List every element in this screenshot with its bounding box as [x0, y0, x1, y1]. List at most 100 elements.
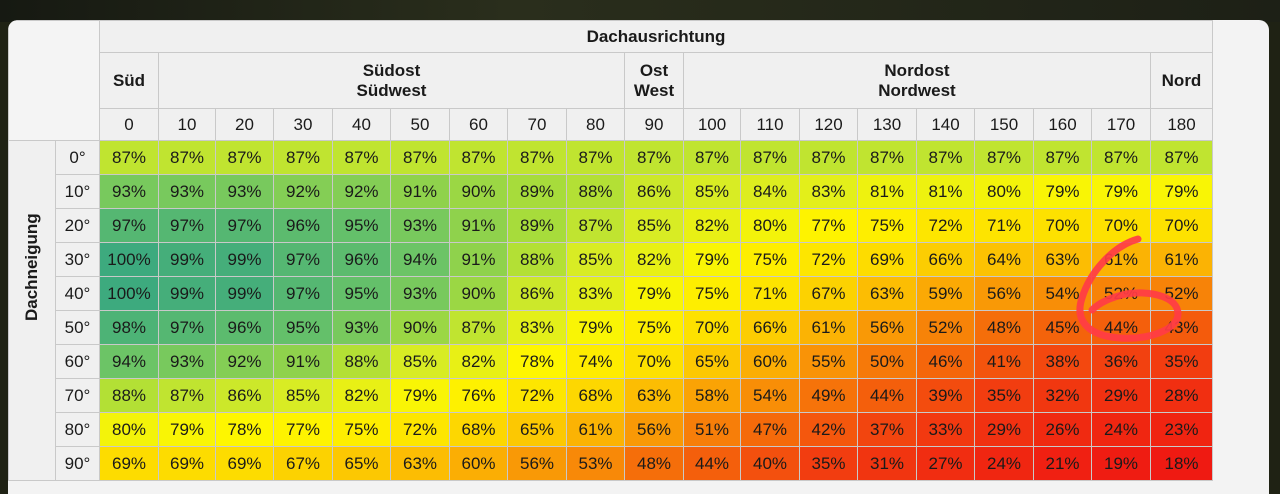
yield-value: 63%: [869, 283, 905, 303]
yield-value: 83%: [578, 283, 613, 303]
yield-value: 65%: [519, 419, 555, 439]
yield-value: 70%: [1103, 215, 1139, 235]
yield-cell: 35%: [799, 446, 858, 481]
yield-cell: 90%: [390, 310, 450, 345]
yield-cell: 87%: [390, 140, 450, 175]
yield-value: 44%: [1103, 317, 1139, 337]
yield-cell: 27%: [916, 446, 975, 481]
yield-cell: 86%: [507, 276, 567, 311]
yield-value: 93%: [402, 215, 438, 235]
tilt-label-text: 80°: [64, 419, 91, 439]
yield-value: 85%: [694, 181, 730, 201]
azimuth-label-text: 170: [1106, 114, 1136, 134]
yield-value: 63%: [636, 385, 672, 405]
yield-value: 54%: [752, 385, 788, 405]
tilt-label-text: 30°: [64, 249, 91, 269]
tilt-label-text: 70°: [64, 385, 91, 405]
yield-cell: 87%: [916, 140, 975, 175]
yield-cell: 24%: [974, 446, 1034, 481]
yield-cell: 87%: [215, 140, 274, 175]
direction-group-header-text: Ost West: [633, 60, 675, 100]
yield-value: 24%: [1103, 419, 1139, 439]
yield-cell: 84%: [740, 174, 800, 209]
yield-value: 89%: [519, 181, 555, 201]
yield-value: 97%: [285, 283, 321, 303]
yield-value: 56%: [636, 419, 672, 439]
tilt-label-text: 60°: [64, 351, 91, 371]
yield-value: 87%: [694, 147, 730, 167]
yield-cell: 60%: [449, 446, 508, 481]
yield-value: 87%: [519, 147, 555, 167]
yield-cell: 91%: [273, 344, 333, 379]
yield-value: 68%: [461, 419, 496, 439]
azimuth-label: 150: [974, 108, 1034, 141]
yield-cell: 70%: [1033, 208, 1092, 243]
yield-value: 70%: [694, 317, 730, 337]
yield-value: 24%: [986, 453, 1022, 473]
yield-cell: 80%: [740, 208, 800, 243]
yield-value: 79%: [1045, 181, 1080, 201]
yield-value: 87%: [1045, 147, 1080, 167]
yield-cell: 75%: [857, 208, 917, 243]
yield-cell: 100%: [99, 242, 159, 277]
yield-value: 46%: [928, 351, 963, 371]
yield-cell: 44%: [857, 378, 917, 413]
yield-value: 81%: [928, 181, 963, 201]
yield-cell: 97%: [273, 276, 333, 311]
yield-value: 96%: [285, 215, 321, 235]
yield-cell: 96%: [332, 242, 391, 277]
yield-value: 99%: [169, 249, 205, 269]
yield-value: 56%: [869, 317, 905, 337]
yield-value: 87%: [169, 147, 205, 167]
yield-value: 64%: [986, 249, 1022, 269]
yield-value: 87%: [461, 147, 496, 167]
yield-value: 88%: [344, 351, 379, 371]
yield-value: 42%: [811, 419, 846, 439]
yield-value: 87%: [461, 317, 496, 337]
yield-value: 93%: [169, 181, 205, 201]
yield-value: 44%: [869, 385, 905, 405]
yield-value: 98%: [111, 317, 147, 337]
yield-cell: 83%: [507, 310, 567, 345]
yield-cell: 65%: [683, 344, 741, 379]
yield-cell: 26%: [1033, 412, 1092, 447]
yield-value: 32%: [1045, 385, 1080, 405]
yield-value: 61%: [1164, 249, 1199, 269]
tilt-label-text: 20°: [64, 215, 91, 235]
yield-value: 66%: [752, 317, 788, 337]
yield-value: 63%: [1045, 249, 1080, 269]
yield-value: 39%: [928, 385, 963, 405]
azimuth-label: 10: [158, 108, 216, 141]
yield-value: 88%: [578, 181, 613, 201]
tilt-label: 20°: [55, 208, 100, 243]
yield-cell: 37%: [857, 412, 917, 447]
tilt-label: 10°: [55, 174, 100, 209]
yield-cell: 94%: [390, 242, 450, 277]
azimuth-label: 160: [1033, 108, 1092, 141]
yield-cell: 87%: [799, 140, 858, 175]
yield-cell: 88%: [99, 378, 159, 413]
azimuth-label-text: 80: [586, 114, 605, 134]
yield-cell: 93%: [99, 174, 159, 209]
yield-cell: 70%: [683, 310, 741, 345]
yield-cell: 95%: [332, 208, 391, 243]
azimuth-label: 70: [507, 108, 567, 141]
yield-cell: 93%: [215, 174, 274, 209]
yield-value: 40%: [752, 453, 788, 473]
yield-cell: 54%: [1033, 276, 1092, 311]
yield-value: 96%: [227, 317, 262, 337]
yield-cell: 54%: [740, 378, 800, 413]
yield-cell: 63%: [624, 378, 684, 413]
yield-cell: 29%: [974, 412, 1034, 447]
yield-cell: 75%: [624, 310, 684, 345]
yield-value: 69%: [169, 453, 205, 473]
yield-value: 27%: [928, 453, 963, 473]
yield-table-sheet: Dachausrichtung Süd Südost Südwest Ost West…: [8, 20, 1269, 494]
yield-value: 79%: [578, 317, 613, 337]
yield-value: 79%: [636, 283, 672, 303]
yield-value: 88%: [111, 385, 147, 405]
yield-value: 97%: [227, 215, 262, 235]
yield-cell: 49%: [799, 378, 858, 413]
yield-cell: 23%: [1150, 412, 1213, 447]
yield-cell: 89%: [507, 174, 567, 209]
